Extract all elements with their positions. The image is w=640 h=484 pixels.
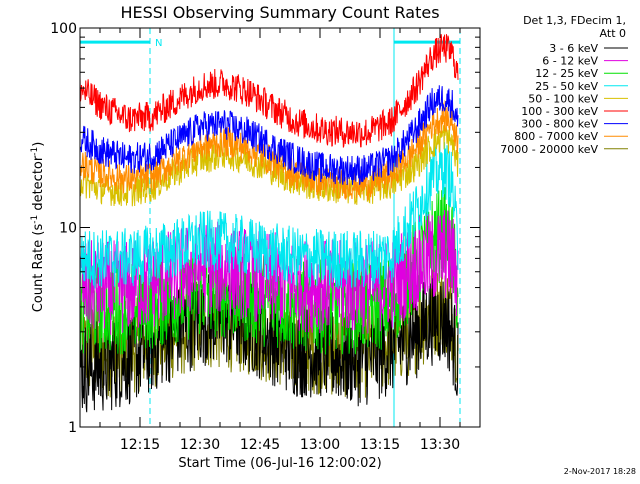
generated-date: 2-Nov-2017 18:28 [564, 467, 636, 476]
series-lines [79, 34, 459, 413]
x-axis: 12:15 12:30 12:45 13:00 13:15 13:30 [99, 28, 461, 453]
legend-entry-label: 25 - 50 keV [535, 80, 598, 93]
legend-entry-label: 100 - 300 keV [521, 105, 598, 118]
series-line [79, 141, 459, 289]
legend-entry-label: 50 - 100 keV [528, 92, 598, 105]
legend-entry-label: 12 - 25 keV [535, 67, 598, 80]
x-tick-label: 12:30 [180, 437, 220, 453]
night-flag-label: N [155, 38, 162, 49]
x-tick-label: 13:00 [300, 437, 340, 453]
legend-entry-label: 6 - 12 keV [542, 55, 598, 68]
legend-header-line-2: Att 0 [600, 27, 626, 40]
y-axis-label-middle: detector [31, 155, 46, 215]
y-tick-label: 1 [68, 420, 77, 436]
x-axis-label: Start Time (06-Jul-16 12:00:02) [178, 456, 381, 471]
x-tick-label: 12:45 [240, 437, 280, 453]
legend-header-line-1: Det 1,3, FDecim 1, [523, 14, 626, 27]
legend-entry-label: 800 - 7000 keV [514, 130, 598, 143]
series-line [79, 34, 459, 148]
series-line [79, 272, 459, 413]
y-tick-label: 10 [59, 221, 77, 237]
series-line [79, 210, 459, 335]
y-axis-label-main: Count Rate (s [31, 224, 46, 313]
x-tick-label: 12:15 [120, 437, 160, 453]
y-axis: 1 10 100 [50, 21, 480, 436]
x-tick-label: 13:15 [360, 437, 400, 453]
y-axis-label: Count Rate (s-1 detector-1) [30, 142, 46, 313]
x-tick-label: 13:30 [420, 437, 460, 453]
legend-entry-label: 300 - 800 keV [521, 118, 598, 131]
series-line [79, 85, 459, 185]
legend-entry-label: 7000 - 20000 keV [500, 143, 598, 156]
y-axis-label-end: ) [31, 142, 46, 147]
y-axis-label-exponent-1: -1 [30, 215, 40, 224]
chart-title: HESSI Observing Summary Count Rates [120, 3, 439, 22]
legend-entry-label: 3 - 6 keV [549, 42, 598, 55]
y-tick-label: 100 [50, 21, 77, 37]
y-axis-label-exponent-2: -1 [30, 147, 40, 156]
